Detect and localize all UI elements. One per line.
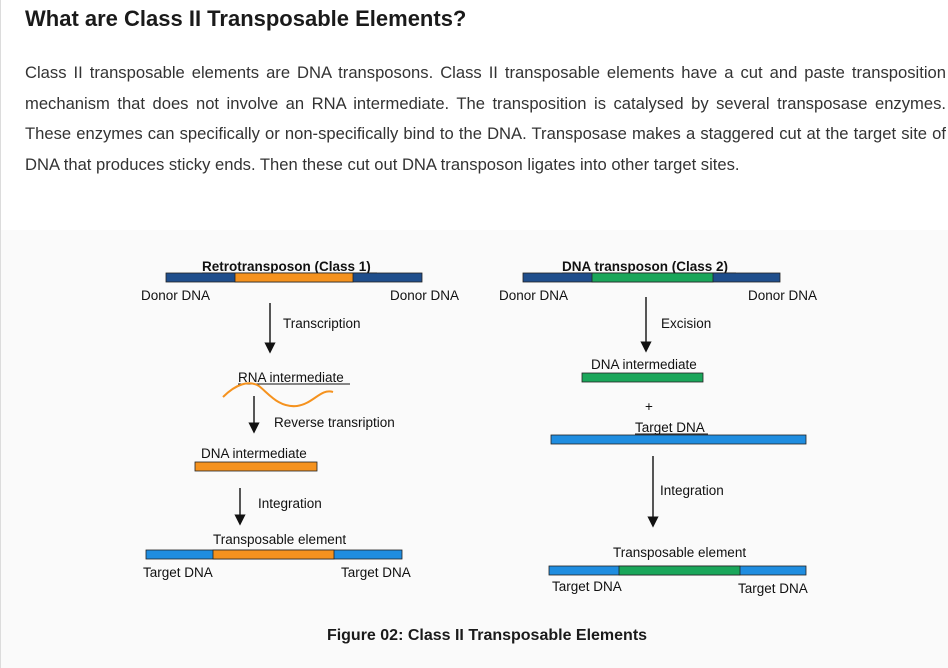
- retro-step-integration: Integration: [258, 496, 322, 511]
- retro-target-element: [212, 549, 335, 560]
- dna-target-element: [618, 565, 741, 576]
- dna-step-excision: Excision: [661, 316, 711, 331]
- retro-dna-intermediate-label: DNA intermediate: [201, 446, 307, 461]
- retro-donor-left-label: Donor DNA: [141, 288, 210, 303]
- retro-target-dna-bar: [145, 549, 403, 560]
- rna-strand: [222, 382, 334, 408]
- retro-title: Retrotransposon (Class 1): [202, 259, 371, 274]
- retro-donor-dna-bar: [165, 272, 423, 283]
- retro-target-right-label: Target DNA: [341, 565, 411, 580]
- retro-donor-element: [234, 272, 354, 283]
- retro-element-label: Transposable element: [213, 532, 346, 547]
- dna-intermediate-bar: [581, 372, 704, 383]
- figure-transposable-elements: Retrotransposon (Class 1) Donor DNA Dono…: [1, 230, 948, 668]
- dna-donor-left-label: Donor DNA: [499, 288, 568, 303]
- dna-step-integration: Integration: [660, 483, 724, 498]
- dna-intermediate-label: DNA intermediate: [591, 357, 697, 372]
- dna-title: DNA transposon (Class 2): [562, 259, 728, 274]
- dna-donor-element: [591, 272, 714, 283]
- dna-plus-sign: +: [645, 399, 653, 414]
- dna-donor-right-label: Donor DNA: [748, 288, 817, 303]
- dna-donor-dna-bar: [522, 272, 781, 283]
- retro-target-left-label: Target DNA: [143, 565, 213, 580]
- retro-rna-label: RNA intermediate: [238, 370, 344, 385]
- dna-target-bar: [550, 434, 807, 445]
- retro-donor-right-label: Donor DNA: [390, 288, 459, 303]
- figure-diagram: Retrotransposon (Class 1) Donor DNA Dono…: [141, 259, 817, 596]
- section-heading: What are Class II Transposable Elements?: [25, 6, 467, 31]
- retro-dna-intermediate-bar: [194, 461, 318, 472]
- dna-target-left-label: Target DNA: [552, 579, 622, 594]
- body-paragraph: Class II transposable elements are DNA t…: [25, 63, 946, 174]
- retro-step-transcription: Transcription: [283, 316, 361, 331]
- dna-element-label: Transposable element: [613, 545, 746, 560]
- dna-target-label: Target DNA: [635, 420, 705, 435]
- retro-step-reverse: Reverse transription: [274, 415, 395, 430]
- figure-caption: Figure 02: Class II Transposable Element…: [326, 627, 648, 644]
- dna-target-dna-bar: [548, 565, 807, 576]
- dna-target-right-label: Target DNA: [738, 581, 808, 596]
